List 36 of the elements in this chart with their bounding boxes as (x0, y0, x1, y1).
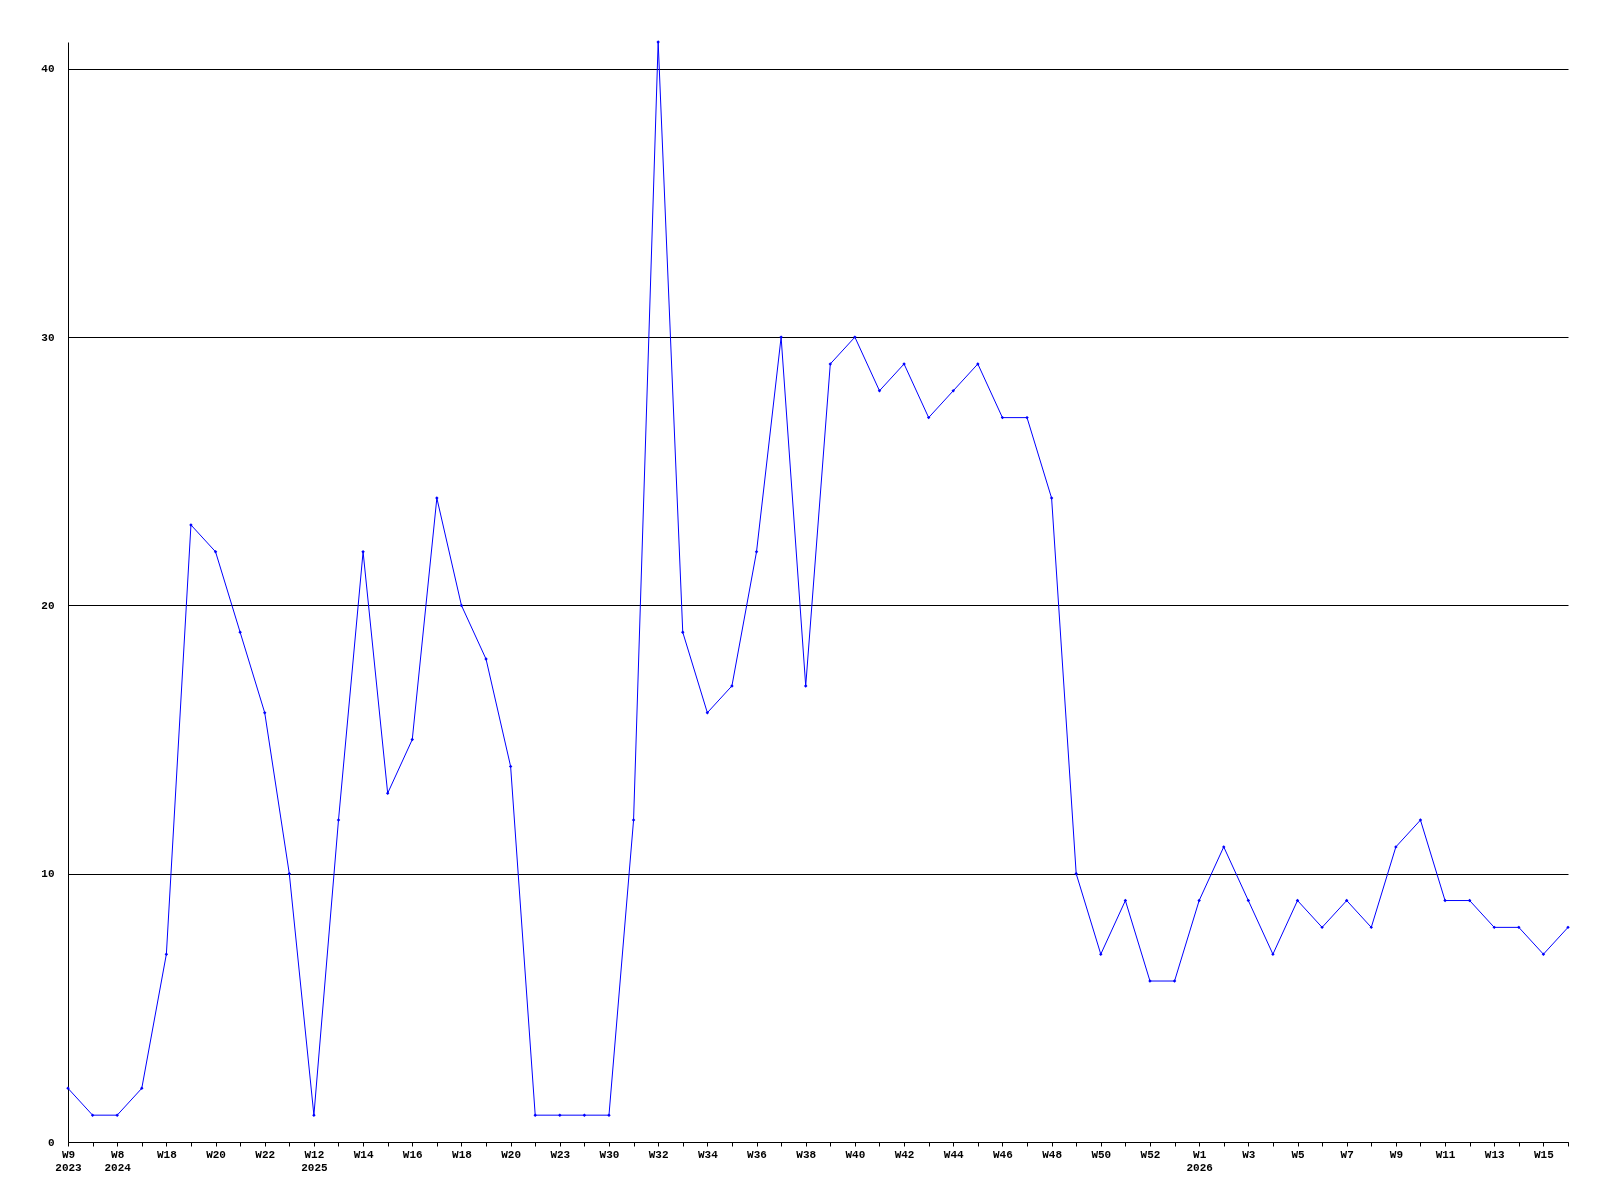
y-tick-label: 30 (41, 331, 55, 344)
x-tick-label: W12 2025 (301, 1148, 328, 1174)
x-tick-label: W20 (206, 1148, 226, 1161)
y-tick-label: 0 (47, 1136, 55, 1149)
x-tick-label: W23 (550, 1148, 571, 1161)
x-tick-label: W9 (1389, 1148, 1403, 1161)
x-tick-label: W32 (648, 1148, 669, 1161)
x-tick-label: W30 (599, 1148, 620, 1161)
x-tick-label: W34 (697, 1148, 719, 1161)
x-tick-label: W7 (1340, 1148, 1354, 1161)
x-tick-label: W38 (796, 1148, 817, 1161)
x-tick-label: W36 (747, 1148, 767, 1161)
y-tick-label: 10 (41, 868, 55, 881)
x-tick-label: W15 (1534, 1148, 1555, 1161)
y-tick-label: 40 (41, 63, 55, 76)
x-tick-label: W44 (943, 1148, 965, 1161)
x-tick-label: W52 (1140, 1148, 1161, 1161)
x-tick-label: W40 (845, 1148, 866, 1161)
x-tick-label: W13 (1484, 1148, 1506, 1161)
x-tick-label: W8 2024 (104, 1148, 132, 1174)
x-tick-label: W18 (452, 1148, 473, 1161)
x-tick-label: W11 (1435, 1148, 1456, 1161)
x-tick-label: W46 (993, 1148, 1013, 1161)
x-tick-label: W9 2023 (55, 1148, 83, 1174)
x-tick-label: W1 2026 (1186, 1148, 1213, 1174)
x-tick-label: W42 (894, 1148, 915, 1161)
x-tick-label: W14 (353, 1148, 374, 1161)
x-tick-label: W50 (1091, 1148, 1112, 1161)
y-tick-label: 20 (41, 599, 55, 612)
x-tick-label: W16 (402, 1148, 423, 1161)
x-tick-label: W18 (156, 1148, 178, 1161)
x-tick-label: W3 (1242, 1148, 1256, 1161)
x-tick-label: W48 (1042, 1148, 1063, 1161)
x-tick-label: W22 (255, 1148, 276, 1161)
x-tick-label: W5 (1291, 1148, 1306, 1161)
x-tick-label: W20 (501, 1148, 522, 1161)
